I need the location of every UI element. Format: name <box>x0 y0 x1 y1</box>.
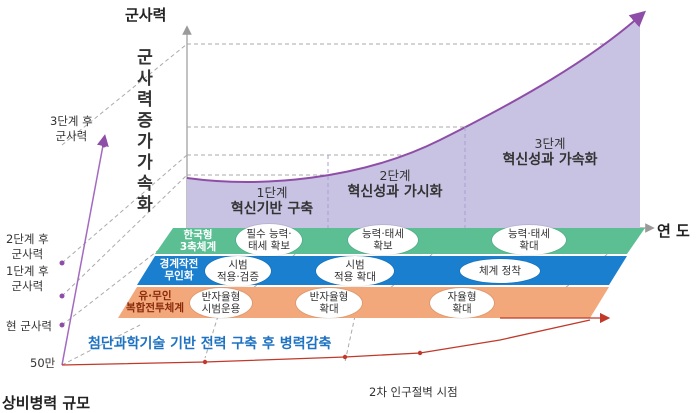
troop-size-line <box>61 319 591 366</box>
population-cliff-note: 2차 인구절벽 시점 <box>369 385 458 399</box>
x-axis-title: 연 도 <box>657 222 690 240</box>
current-capability-label: 현 군사력 <box>6 319 52 333</box>
band-3axis-item-2: 능력·태세 확보 <box>348 225 418 255</box>
y-axis-front <box>61 134 109 366</box>
band-border-item-1: 시범 적용·검증 <box>205 256 271 286</box>
band-3axis-item-1: 필수 능력· 태세 확보 <box>236 224 302 256</box>
stage-1-step: 1단계 <box>256 185 288 200</box>
band-border-item-3: 체계 정착 <box>460 259 540 283</box>
stage-3-title: 혁신성과 가속화 <box>502 152 598 168</box>
band-border-item-2: 시범 적용 확대 <box>316 256 394 286</box>
band-3axis-item-3: 능력·태세 확대 <box>492 225 566 255</box>
after-stage3-label: 3단계 후 군사력 <box>50 114 93 143</box>
stage-2-title: 혁신성과 가시화 <box>347 184 443 200</box>
troops-500k-label: 50만 <box>30 356 56 370</box>
band-unmanned-item-1: 반자율형 시범운용 <box>190 288 252 318</box>
band-unmanned-item-2: 반자율형 확대 <box>296 288 362 318</box>
after-stage2-label: 2단계 후 군사력 <box>6 232 49 261</box>
stage-2-label: 2단계 혁신성과 가시화 <box>335 168 455 200</box>
capability-curve <box>186 10 647 183</box>
band-3axis-label: 한국형 3축체계 <box>179 229 217 253</box>
stage-2-step: 2단계 <box>379 168 411 183</box>
stage-3-label: 3단계 혁신성과 가속화 <box>480 136 620 168</box>
band-border-label: 경계작전 무인화 <box>159 258 199 282</box>
band-unmanned-label: 유·무인 복합전투체계 <box>126 290 184 314</box>
capability-area <box>187 16 640 228</box>
stage-1-title: 혁신기반 구축 <box>230 201 314 217</box>
band-unmanned-item-3: 자율형 확대 <box>430 288 494 318</box>
y-level-markers <box>59 142 107 328</box>
capability-acceleration-label: 군사력 증가 가속화 <box>137 48 153 215</box>
troop-points <box>202 350 423 365</box>
stage-1-label: 1단계 혁신기반 구축 <box>222 185 322 217</box>
troop-reduction-caption: 첨단과학기술 기반 전력 구축 후 병력감축 <box>88 336 332 352</box>
stage-3-step: 3단계 <box>534 136 566 151</box>
y-axis-title: 군사력 <box>125 6 167 24</box>
z-axis-title: 상비병력 규모 <box>2 394 91 412</box>
after-stage1-label: 1단계 후 군사력 <box>6 264 49 293</box>
